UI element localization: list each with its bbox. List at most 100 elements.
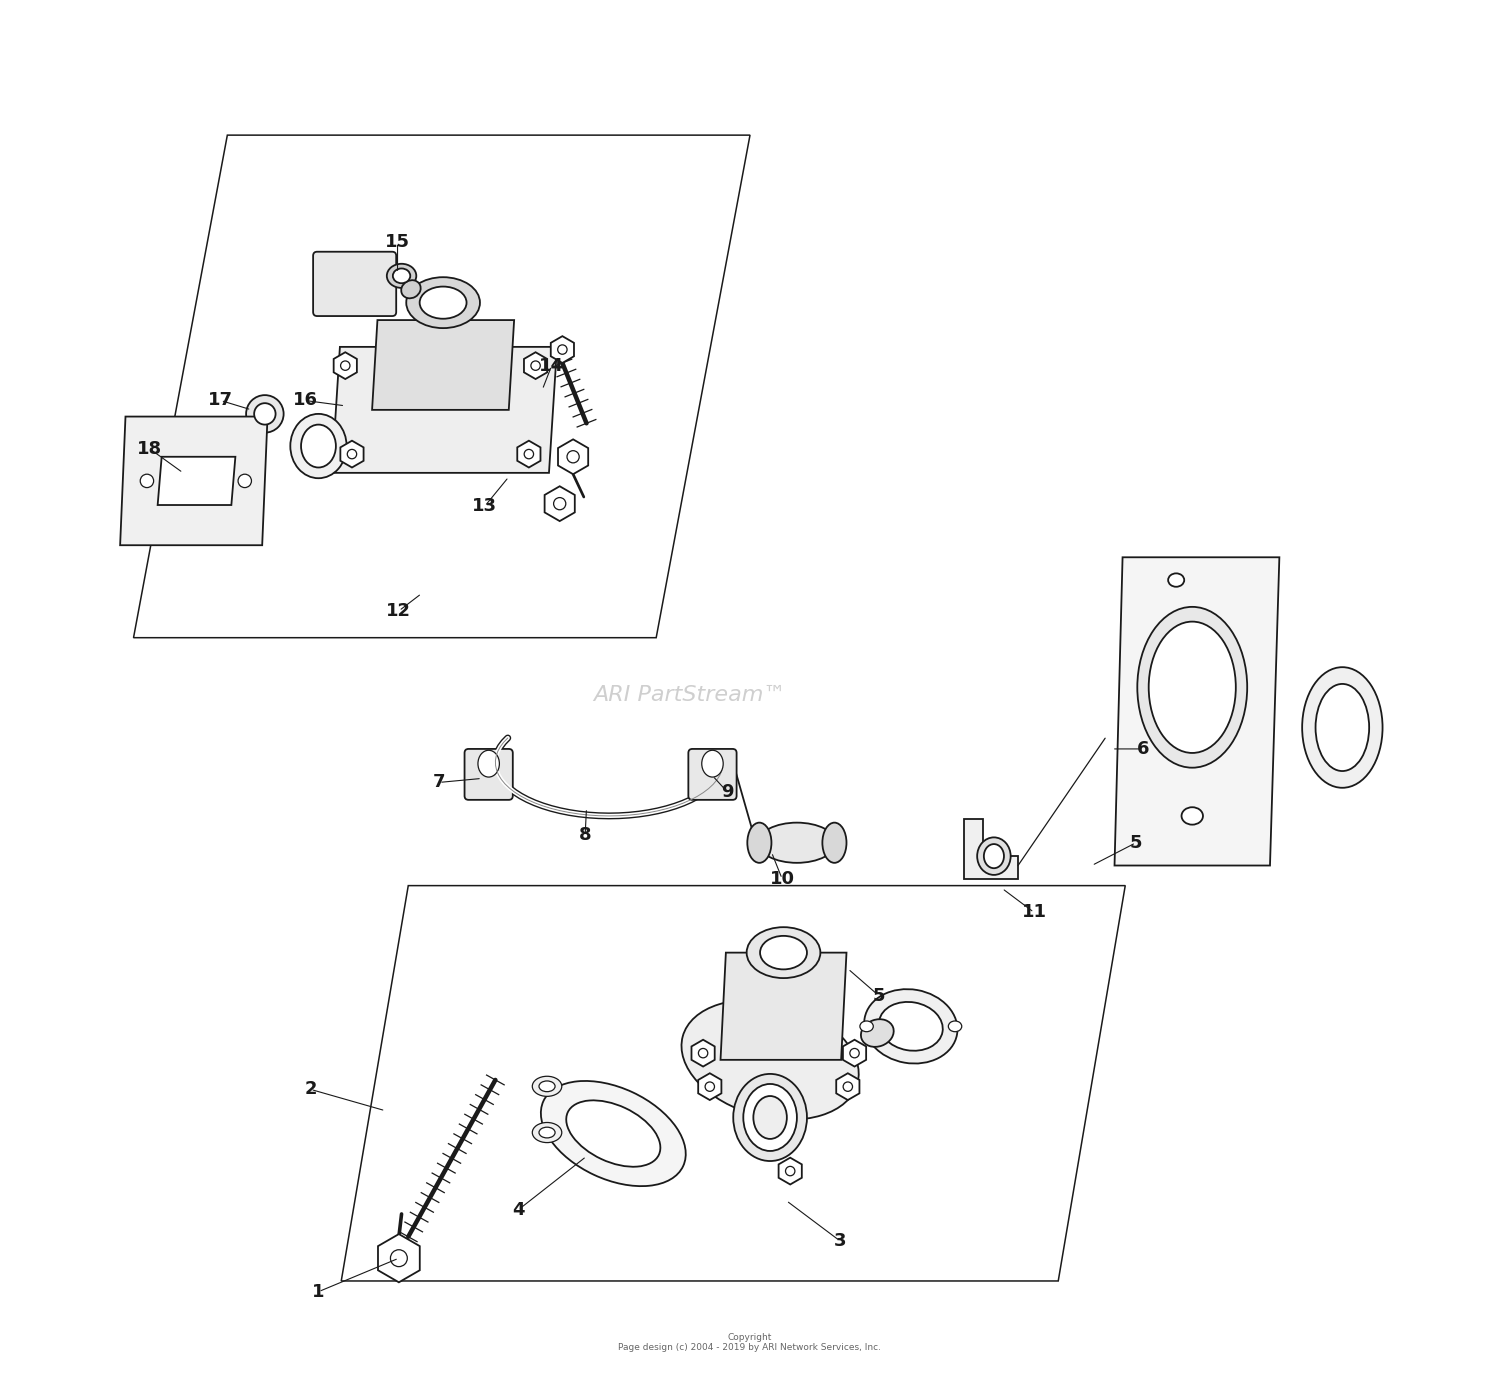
Polygon shape bbox=[836, 1074, 860, 1100]
Polygon shape bbox=[692, 1040, 714, 1067]
Ellipse shape bbox=[1137, 607, 1246, 768]
Text: 1: 1 bbox=[312, 1283, 324, 1301]
Ellipse shape bbox=[567, 451, 579, 463]
Ellipse shape bbox=[140, 475, 153, 487]
Polygon shape bbox=[558, 440, 588, 475]
Ellipse shape bbox=[538, 1127, 555, 1138]
Polygon shape bbox=[332, 346, 556, 473]
Ellipse shape bbox=[340, 362, 350, 370]
Polygon shape bbox=[698, 1074, 721, 1100]
Ellipse shape bbox=[532, 1122, 562, 1142]
Polygon shape bbox=[544, 486, 574, 521]
FancyBboxPatch shape bbox=[688, 748, 736, 800]
Ellipse shape bbox=[393, 268, 411, 283]
Text: 3: 3 bbox=[834, 1231, 846, 1249]
Polygon shape bbox=[378, 1234, 420, 1283]
Ellipse shape bbox=[879, 1002, 944, 1051]
Polygon shape bbox=[964, 818, 1018, 879]
Ellipse shape bbox=[566, 1100, 660, 1167]
Polygon shape bbox=[372, 320, 514, 410]
Ellipse shape bbox=[291, 413, 346, 479]
Text: 8: 8 bbox=[579, 825, 591, 843]
Polygon shape bbox=[158, 456, 236, 505]
Ellipse shape bbox=[747, 927, 821, 979]
Text: ARI PartStream™: ARI PartStream™ bbox=[594, 685, 786, 705]
Ellipse shape bbox=[705, 1082, 714, 1092]
Ellipse shape bbox=[1168, 574, 1184, 586]
Ellipse shape bbox=[948, 1020, 962, 1032]
Ellipse shape bbox=[238, 475, 252, 487]
Ellipse shape bbox=[478, 750, 500, 778]
Polygon shape bbox=[550, 336, 574, 363]
Ellipse shape bbox=[1182, 807, 1203, 825]
Ellipse shape bbox=[348, 450, 357, 459]
Text: 5: 5 bbox=[1130, 833, 1142, 852]
Ellipse shape bbox=[1316, 684, 1370, 771]
Ellipse shape bbox=[1149, 621, 1236, 752]
Ellipse shape bbox=[822, 822, 846, 863]
Ellipse shape bbox=[406, 278, 480, 328]
Ellipse shape bbox=[558, 345, 567, 355]
Ellipse shape bbox=[850, 1048, 859, 1058]
Ellipse shape bbox=[859, 1020, 873, 1032]
Ellipse shape bbox=[984, 845, 1004, 868]
Text: 16: 16 bbox=[292, 391, 318, 409]
Text: 15: 15 bbox=[386, 233, 410, 251]
Ellipse shape bbox=[864, 990, 957, 1064]
Ellipse shape bbox=[1302, 667, 1383, 787]
FancyBboxPatch shape bbox=[465, 748, 513, 800]
Polygon shape bbox=[720, 952, 846, 1060]
Ellipse shape bbox=[843, 1082, 852, 1092]
Text: 13: 13 bbox=[472, 497, 496, 515]
Text: 18: 18 bbox=[136, 440, 162, 458]
Ellipse shape bbox=[747, 822, 771, 863]
Text: 7: 7 bbox=[433, 773, 445, 792]
Text: 14: 14 bbox=[538, 356, 564, 374]
Polygon shape bbox=[843, 1040, 866, 1067]
Ellipse shape bbox=[699, 1048, 708, 1058]
Text: 17: 17 bbox=[209, 391, 232, 409]
Ellipse shape bbox=[531, 362, 540, 370]
Polygon shape bbox=[1114, 557, 1280, 866]
Text: 4: 4 bbox=[512, 1201, 525, 1219]
Ellipse shape bbox=[976, 838, 1011, 875]
Text: 9: 9 bbox=[722, 783, 734, 801]
Ellipse shape bbox=[524, 450, 534, 459]
Ellipse shape bbox=[302, 424, 336, 468]
Text: Copyright
Page design (c) 2004 - 2019 by ARI Network Services, Inc.: Copyright Page design (c) 2004 - 2019 by… bbox=[618, 1333, 882, 1351]
Polygon shape bbox=[518, 441, 540, 468]
Text: 6: 6 bbox=[1137, 740, 1149, 758]
Polygon shape bbox=[778, 1157, 802, 1184]
Ellipse shape bbox=[542, 1081, 686, 1187]
Ellipse shape bbox=[758, 822, 836, 863]
Ellipse shape bbox=[390, 1249, 408, 1266]
Ellipse shape bbox=[538, 1081, 555, 1092]
Ellipse shape bbox=[861, 1019, 894, 1047]
Text: 10: 10 bbox=[770, 870, 795, 888]
Polygon shape bbox=[524, 352, 548, 380]
Text: 5: 5 bbox=[873, 987, 885, 1005]
Ellipse shape bbox=[246, 395, 284, 433]
Polygon shape bbox=[333, 352, 357, 380]
Ellipse shape bbox=[254, 403, 276, 424]
Polygon shape bbox=[342, 885, 1125, 1282]
Ellipse shape bbox=[744, 1083, 796, 1150]
Ellipse shape bbox=[702, 750, 723, 778]
Ellipse shape bbox=[420, 286, 466, 318]
Ellipse shape bbox=[753, 1096, 788, 1139]
FancyBboxPatch shape bbox=[314, 251, 396, 315]
Ellipse shape bbox=[681, 1000, 858, 1120]
Ellipse shape bbox=[387, 264, 417, 288]
Ellipse shape bbox=[734, 1074, 807, 1161]
Text: 12: 12 bbox=[387, 602, 411, 620]
Text: 2: 2 bbox=[304, 1081, 316, 1099]
Ellipse shape bbox=[532, 1076, 562, 1096]
Ellipse shape bbox=[786, 1167, 795, 1175]
Polygon shape bbox=[340, 441, 363, 468]
Ellipse shape bbox=[760, 935, 807, 969]
Polygon shape bbox=[120, 416, 267, 546]
Polygon shape bbox=[134, 135, 750, 638]
Ellipse shape bbox=[554, 497, 566, 510]
Ellipse shape bbox=[400, 281, 420, 299]
Text: 11: 11 bbox=[1022, 903, 1047, 921]
